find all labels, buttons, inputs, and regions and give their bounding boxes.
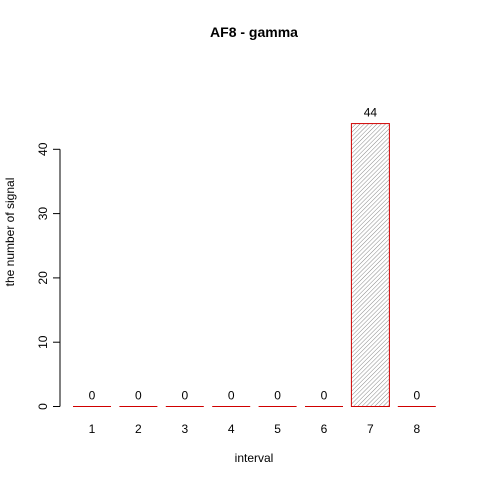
x-tick-label-2: 2 [135,422,142,436]
x-tick-label-5: 5 [274,422,281,436]
y-tick-label: 20 [36,271,50,285]
bars [73,123,436,408]
chart-title: AF8 - gamma [210,24,298,40]
value-label-1: 0 [89,389,96,403]
value-label-5: 0 [274,389,281,403]
x-tick-label-1: 1 [89,422,96,436]
x-tick-labels: 1 2 3 4 5 6 7 8 [89,422,421,436]
value-label-8: 0 [413,389,420,403]
value-label-4: 0 [228,389,235,403]
y-axis: 0 10 20 30 40 [36,142,61,410]
value-labels: 0 0 0 0 0 0 44 0 [89,106,421,403]
x-axis-label: interval [235,451,274,465]
x-tick-label-3: 3 [181,422,188,436]
x-tick-label-4: 4 [228,422,235,436]
x-tick-label-8: 8 [413,422,420,436]
value-label-2: 0 [135,389,142,403]
y-tick-label: 30 [36,207,50,221]
value-label-7: 44 [364,106,378,120]
bar-7 [350,123,390,408]
y-tick-label: 40 [36,142,50,156]
y-axis-label: the number of signal [3,178,17,287]
y-tick-label: 10 [36,335,50,349]
value-label-6: 0 [321,389,328,403]
x-tick-label-7: 7 [367,422,374,436]
x-tick-label-6: 6 [321,422,328,436]
y-tick-label: 0 [36,403,50,410]
value-label-3: 0 [181,389,188,403]
